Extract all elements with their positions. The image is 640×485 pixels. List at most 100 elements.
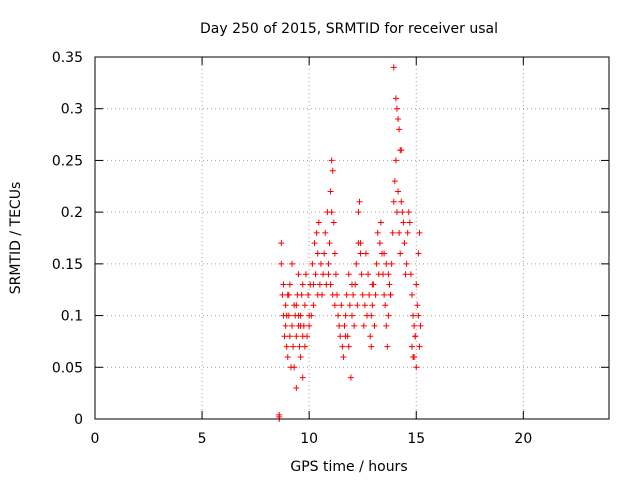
data-point xyxy=(329,167,336,174)
data-point xyxy=(306,312,313,319)
data-point xyxy=(298,291,305,298)
data-point xyxy=(299,374,306,381)
data-point xyxy=(385,312,392,319)
data-point xyxy=(341,322,348,329)
y-tick-label: 0.05 xyxy=(52,360,83,376)
data-point xyxy=(316,281,323,288)
data-point xyxy=(367,333,374,340)
data-point xyxy=(398,147,405,154)
x-tick-label: 15 xyxy=(407,431,425,447)
data-point xyxy=(286,333,293,340)
data-point xyxy=(328,157,335,164)
data-point xyxy=(302,271,309,278)
data-point xyxy=(396,126,403,133)
data-point xyxy=(345,271,352,278)
data-point xyxy=(361,302,368,309)
data-point xyxy=(390,198,397,205)
data-point xyxy=(406,219,413,226)
data-point xyxy=(411,322,418,329)
data-point xyxy=(345,343,352,350)
data-point xyxy=(331,250,338,257)
data-point xyxy=(299,333,306,340)
chart-title: Day 250 of 2015, SRMTID for receiver usa… xyxy=(200,21,498,37)
data-point xyxy=(327,281,334,288)
y-tick-labels: 0 0.05 0.1 0.15 0.2 0.25 0.3 0.35 xyxy=(52,50,83,428)
data-point xyxy=(314,291,321,298)
data-point xyxy=(332,271,339,278)
data-point xyxy=(416,229,423,236)
data-point xyxy=(354,302,361,309)
data-point xyxy=(289,322,296,329)
data-point xyxy=(374,229,381,236)
data-point xyxy=(404,229,411,236)
data-point xyxy=(340,353,347,360)
data-point xyxy=(384,343,391,350)
data-point xyxy=(293,302,300,309)
data-point xyxy=(397,250,404,257)
data-point xyxy=(285,291,292,298)
data-point xyxy=(289,260,296,267)
data-point xyxy=(376,240,383,247)
data-point xyxy=(403,260,410,267)
data-point xyxy=(412,333,419,340)
data-point xyxy=(413,364,420,371)
data-point xyxy=(407,271,414,278)
data-point xyxy=(415,250,422,257)
data-point xyxy=(338,302,345,309)
data-point xyxy=(382,302,389,309)
data-point xyxy=(353,260,360,267)
data-point xyxy=(317,260,324,267)
data-point xyxy=(368,343,375,350)
data-point xyxy=(329,291,336,298)
data-point xyxy=(310,281,317,288)
x-tick-label: 5 xyxy=(198,431,207,447)
data-point xyxy=(291,364,298,371)
x-tick-label: 0 xyxy=(91,431,100,447)
data-point xyxy=(276,411,283,418)
data-point xyxy=(309,260,316,267)
data-point xyxy=(347,374,354,381)
data-point xyxy=(282,322,289,329)
data-point xyxy=(280,281,287,288)
data-point xyxy=(314,250,321,257)
data-point xyxy=(393,209,400,216)
data-point xyxy=(385,271,392,278)
data-point xyxy=(360,322,367,329)
data-point xyxy=(405,209,412,216)
data-point xyxy=(342,333,349,340)
data-point xyxy=(372,291,379,298)
data-point xyxy=(365,271,372,278)
data-point xyxy=(383,322,390,329)
data-point xyxy=(327,188,334,195)
grid xyxy=(95,57,609,419)
data-point xyxy=(293,384,300,391)
data-point xyxy=(357,250,364,257)
data-point xyxy=(410,312,417,319)
data-point xyxy=(315,219,322,226)
data-point xyxy=(366,291,373,298)
data-point xyxy=(325,260,332,267)
data-point xyxy=(283,343,290,350)
data-point xyxy=(313,229,320,236)
data-point xyxy=(301,302,308,309)
data-point xyxy=(343,291,350,298)
data-point xyxy=(320,271,327,278)
data-point xyxy=(393,105,400,112)
data-point xyxy=(415,312,422,319)
data-point xyxy=(336,322,343,329)
data-point xyxy=(408,343,415,350)
data-point xyxy=(339,343,346,350)
data-point xyxy=(325,271,332,278)
x-tick-label: 20 xyxy=(514,431,532,447)
data-point xyxy=(286,281,293,288)
data-point xyxy=(399,209,406,216)
data-point xyxy=(296,343,303,350)
data-point xyxy=(342,312,349,319)
data-point xyxy=(389,229,396,236)
data-point xyxy=(398,198,405,205)
data-point xyxy=(401,240,408,247)
data-point xyxy=(346,302,353,309)
data-point xyxy=(356,198,363,205)
